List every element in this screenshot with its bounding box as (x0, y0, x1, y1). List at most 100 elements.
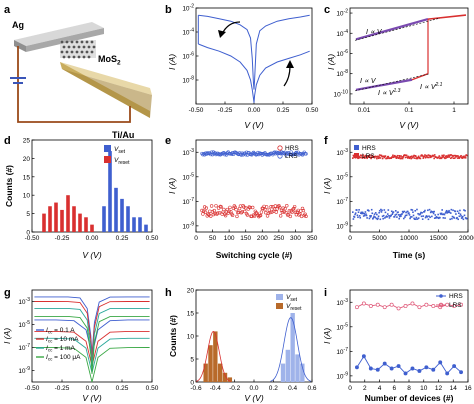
point-hrs (288, 214, 292, 219)
y-tick-label: 10-7 (336, 347, 348, 356)
fit-line-ohmic (354, 17, 441, 41)
point-hrs (428, 215, 430, 218)
point-lrs (416, 156, 418, 159)
x-tick-label: 20000 (459, 235, 474, 242)
point-lrs (375, 155, 378, 158)
x-tick-label: 300 (290, 235, 301, 242)
point-hrs (401, 210, 404, 213)
point-lrs (445, 155, 448, 157)
point-hrs (372, 216, 375, 219)
point-lrs (429, 154, 431, 157)
point-lrs (383, 156, 386, 159)
point-hrs (264, 205, 269, 209)
y-tick-label: 10-5 (336, 172, 348, 181)
point-hrs (369, 216, 372, 218)
point-lrs (360, 154, 363, 157)
point-lrs (432, 155, 435, 157)
point-hrs (382, 361, 387, 366)
point-lrs (377, 157, 380, 160)
x-tick-label: 15000 (429, 235, 447, 242)
x-tick-label: 350 (307, 235, 318, 242)
point-hrs (437, 213, 439, 216)
xlabel-i: Number of devices (#) (365, 393, 454, 403)
point-hrs (449, 218, 451, 221)
point-hrs (277, 204, 281, 208)
point-hrs (463, 209, 465, 211)
ylabel-b: I (A) (167, 54, 177, 70)
point-lrs (460, 154, 462, 157)
panel-b: b -0.50 -0.25 0.00 0.25 0.50 10-2 10-4 10-6 10-8… (165, 4, 319, 131)
point-hrs (440, 213, 442, 216)
x-tick-label: 4 (378, 385, 382, 392)
x-tick-label: -0.4 (210, 385, 222, 392)
x-tick-label: 250 (273, 235, 284, 242)
point-hrs (290, 210, 294, 215)
point-hrs (426, 216, 429, 218)
top-electrode-left (14, 40, 26, 52)
point-hrs (393, 215, 396, 218)
point-hrs (245, 213, 250, 217)
legend-label-hrs: HRS (362, 145, 376, 152)
point-lrs (447, 154, 450, 157)
point-lrs (368, 156, 371, 158)
legend-marker-hrs (277, 145, 283, 151)
point-hrs (201, 212, 205, 216)
point-lrs (443, 154, 445, 157)
point-hrs (462, 218, 465, 221)
point-hrs (373, 213, 376, 215)
y-tick-label: 15 (187, 311, 195, 318)
point-lrs (381, 157, 384, 160)
y-tick-label: 25 (23, 138, 31, 145)
point-lrs (403, 303, 408, 308)
point-hrs (200, 208, 204, 213)
point-hrs (202, 209, 206, 213)
point-hrs (376, 213, 378, 216)
point-hrs (445, 209, 448, 212)
y-tick-label: 10-8 (182, 76, 194, 85)
arrowhead-icon (218, 30, 226, 38)
point-hrs (377, 215, 380, 218)
point-hrs (410, 208, 413, 211)
point-lrs (428, 156, 430, 159)
bar-vreset (213, 331, 218, 382)
point-lrs (406, 157, 409, 159)
point-lrs (362, 156, 365, 159)
bar-vreset (54, 202, 58, 232)
y-tick-label: 10-10 (334, 89, 349, 98)
point-hrs (263, 207, 267, 212)
point-hrs (266, 211, 271, 216)
point-lrs (386, 157, 388, 160)
point-hrs (401, 213, 403, 215)
point-hrs (435, 217, 437, 219)
point-hrs (222, 207, 226, 212)
legend-swatch-vset (104, 145, 111, 152)
data-layer-i (354, 301, 464, 376)
point-lrs (224, 153, 229, 157)
point-lrs (450, 154, 453, 156)
xlabel-d: V (V) (82, 250, 102, 260)
point-hrs (442, 217, 445, 219)
ylabel-g: I (A) (2, 328, 12, 344)
point-lrs (366, 156, 369, 158)
y-tick-label: 10-5 (336, 322, 348, 331)
point-hrs (424, 209, 426, 212)
point-hrs (457, 212, 460, 215)
point-lrs (384, 155, 387, 157)
legend-i: HRS LRS (436, 293, 463, 309)
y-tick-label: 0 (190, 380, 194, 387)
top-electrode-top (14, 22, 104, 46)
point-hrs (423, 210, 426, 213)
point-hrs (375, 217, 378, 220)
plot-frame-e (195, 139, 313, 233)
x-tick-label: 12 (435, 385, 443, 392)
point-hrs (460, 215, 462, 217)
point-hrs (420, 215, 423, 218)
point-lrs (413, 157, 416, 159)
point-hrs (361, 354, 366, 359)
y-tick-label: 5 (190, 357, 194, 364)
panel-letter-d: d (4, 135, 11, 147)
point-hrs (356, 209, 358, 211)
point-hrs (208, 209, 212, 213)
legend-swatch-vset (276, 294, 283, 300)
legend-label-lrs: LRS (285, 153, 298, 160)
